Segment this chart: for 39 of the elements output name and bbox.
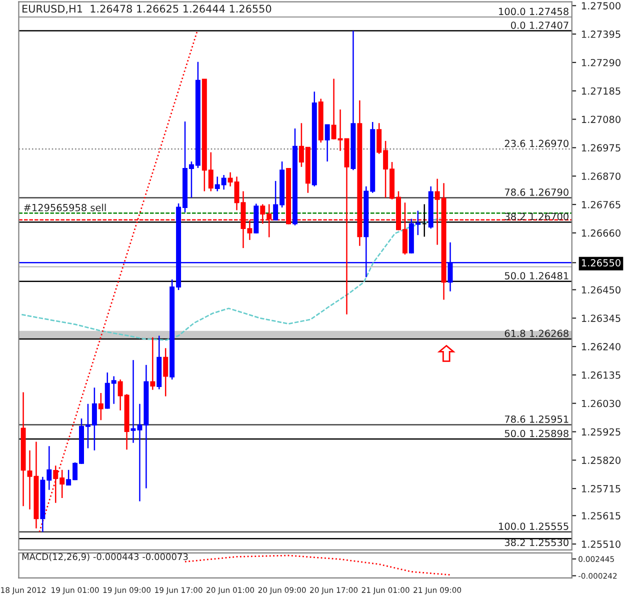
ref-line-label: 100.0 1.25555	[499, 522, 568, 530]
ref-line-label: 50.0 1.25898	[504, 430, 568, 438]
chart-title: MACD(12,26,9) -0.000443 -0.000073	[22, 553, 188, 562]
ref-line-label: 38.2 1.25530	[504, 538, 568, 546]
y-tick-label: 1.26660	[582, 229, 620, 237]
y-tick-label: 1.25510	[582, 540, 620, 548]
candlestick	[324, 124, 330, 162]
ref-line-label: 100.0 1.27458	[499, 8, 568, 16]
chart-title: EURUSD,H1 1.26478 1.26625 1.26444 1.26550	[22, 4, 272, 14]
ref-line-label: 50.0 1.26481	[504, 272, 568, 280]
y-tick-label: 1.25615	[582, 512, 620, 520]
y-tick-label: 1.26345	[582, 314, 620, 322]
y-tick-label: 1.26975	[582, 144, 620, 152]
ref-line-label: 0.0 1.27407	[510, 22, 568, 29]
y-tick-label: 1.26870	[582, 172, 620, 180]
line-series	[20, 217, 442, 341]
ref-line-label: 61.8 1.26268	[504, 330, 568, 338]
y-tick-label: 1.27500	[582, 2, 620, 10]
y-tick-label: 1.26240	[582, 343, 620, 350]
ref-line-label: 78.6 1.26790	[504, 188, 568, 196]
candlestick	[163, 348, 168, 397]
candlestick	[150, 336, 156, 390]
y-tick-label: 1.27395	[582, 30, 620, 38]
y-tick-label: 1.27290	[582, 58, 620, 66]
y-tick-label: 1.26550	[582, 259, 620, 266]
ref-line-label: 23.6 1.26970	[504, 140, 568, 148]
ref-line-label: 78.6 1.25951	[504, 415, 568, 423]
ref-line-label: 38.2 1.26700	[504, 212, 568, 220]
y-tick-label: 1.25925	[582, 428, 620, 436]
candlestick	[98, 392, 104, 421]
y-tick-label: 1.26765	[582, 200, 620, 208]
y-tick-label: 1.25820	[582, 456, 620, 464]
y-tick-label: 1.27080	[582, 116, 620, 124]
y-tick-label: 1.26135	[582, 371, 620, 379]
y-tick-label: 1.25715	[582, 485, 620, 492]
y-tick-label: 1.26450	[582, 286, 620, 294]
annotation: #129565958 sell	[24, 204, 106, 212]
y-tick-label: 1.26030	[582, 400, 620, 408]
y-tick-label: 1.27185	[582, 87, 620, 95]
